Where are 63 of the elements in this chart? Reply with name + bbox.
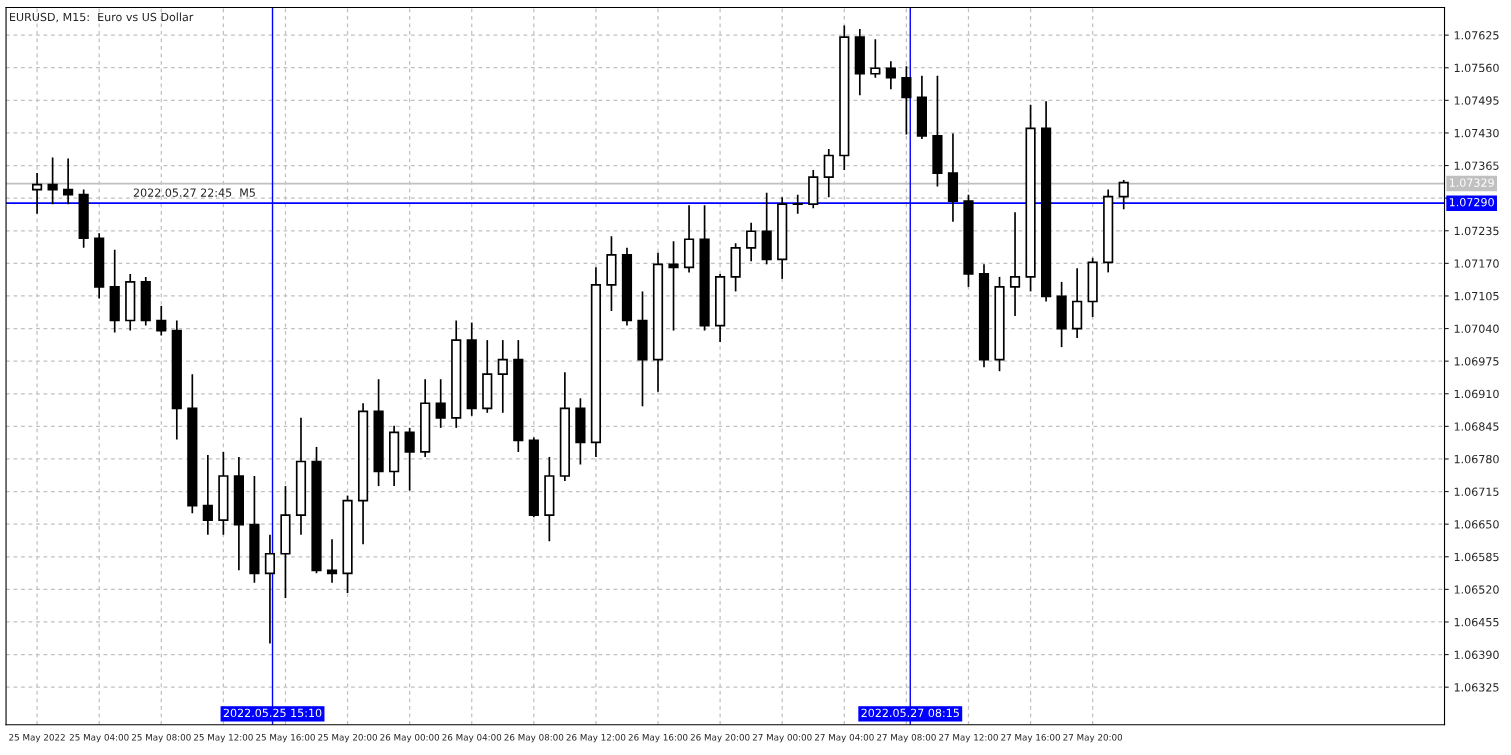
y-tick-label: 1.07365: [1454, 161, 1499, 170]
ref-line-label: 1.07290: [1449, 197, 1494, 207]
x-tick-label: 27 May 00:00: [752, 733, 812, 743]
x-tick-label: 26 May 20:00: [690, 733, 750, 743]
candlestick: [885, 60, 896, 91]
ref-line-label: 2022.05.27 08:15: [861, 708, 959, 718]
candlestick: [901, 65, 912, 136]
x-tick-label: 27 May 04:00: [814, 733, 874, 743]
candlestick: [792, 193, 803, 215]
candlestick: [63, 157, 74, 206]
y-tick-label: 1.07170: [1454, 259, 1499, 268]
candlestick: [497, 339, 508, 414]
x-tick-label: 26 May 04:00: [442, 733, 502, 743]
y-tick-label: 1.06715: [1454, 487, 1499, 496]
candlestick: [264, 533, 276, 645]
y-tick-label: 1.06910: [1454, 389, 1499, 399]
x-tick-label: 27 May 12:00: [939, 733, 998, 743]
y-tick-label: 1.06780: [1454, 454, 1499, 464]
candlestick: [404, 427, 415, 492]
y-tick-label: 1.07040: [1454, 324, 1499, 333]
x-tick-label: 25 May 12:00: [194, 733, 253, 743]
candlestick: [668, 240, 679, 332]
candlestick: [870, 38, 881, 79]
y-tick-label: 1.07430: [1454, 128, 1499, 138]
x-tick-label: 25 May 2022: [9, 733, 65, 743]
x-tick-label: 25 May 16:00: [256, 733, 315, 743]
candlestick: [823, 148, 834, 198]
x-tick-label: 25 May 20:00: [318, 733, 377, 743]
annotation: 2022.05.27 22:45 M5: [133, 188, 255, 197]
x-tick-label: 25 May 08:00: [131, 733, 191, 743]
y-tick-label: 1.06325: [1454, 683, 1499, 692]
y-tick-label: 1.07625: [1454, 31, 1499, 40]
y-tick-label: 1.06390: [1454, 650, 1499, 659]
x-tick-label: 25 May 04:00: [69, 733, 129, 743]
y-tick-label: 1.06585: [1454, 552, 1499, 562]
candlestick: [746, 221, 757, 263]
candlestick: [326, 538, 338, 584]
y-tick-label: 1.06650: [1454, 520, 1499, 529]
candlestick: [31, 172, 43, 215]
y-tick-label: 1.07105: [1454, 291, 1499, 301]
y-tick-label: 1.07495: [1454, 96, 1499, 105]
candlestick: [1118, 179, 1129, 211]
chart-title: EURUSD, M15: Euro vs US Dollar: [10, 12, 194, 23]
candlestick: [1009, 211, 1021, 317]
y-tick-label: 1.07560: [1454, 63, 1499, 73]
candlestick: [156, 305, 167, 337]
candlestick: [202, 454, 213, 536]
x-tick-label: 27 May 16:00: [1001, 733, 1060, 743]
x-tick-label: 26 May 00:00: [380, 733, 440, 743]
ref-line-label: 1.07329: [1449, 178, 1494, 187]
y-tick-label: 1.06455: [1454, 617, 1499, 627]
x-tick-label: 26 May 08:00: [504, 733, 564, 743]
x-tick-label: 27 May 20:00: [1063, 733, 1123, 743]
x-tick-label: 26 May 12:00: [566, 733, 626, 743]
candlestick: [435, 378, 446, 429]
candlestick: [47, 156, 58, 206]
x-tick-label: 26 May 16:00: [628, 733, 688, 743]
y-tick-label: 1.06975: [1454, 357, 1499, 366]
y-tick-label: 1.06845: [1454, 422, 1499, 431]
y-tick-label: 1.06520: [1454, 585, 1499, 594]
y-tick-label: 1.07235: [1454, 226, 1499, 236]
ref-line-label: 2022.05.25 15:10: [223, 708, 322, 718]
x-tick-label: 27 May 08:00: [877, 733, 936, 743]
